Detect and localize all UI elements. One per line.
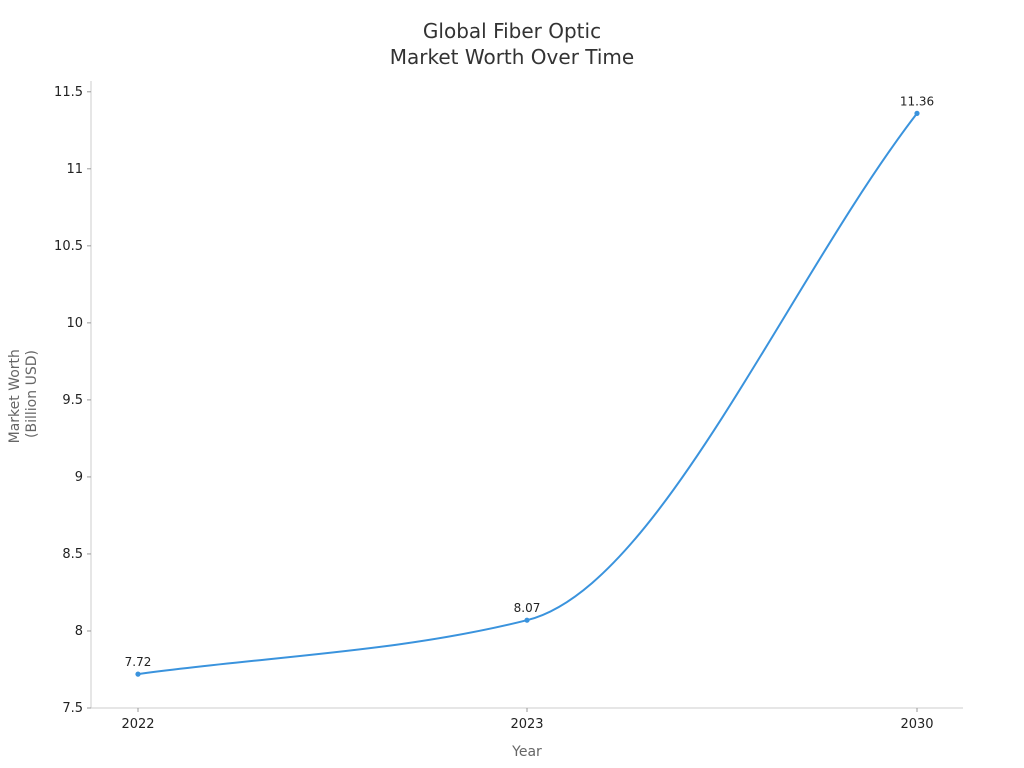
y-tick-label: 10.5 [54,239,83,254]
y-axis-title: Market Worth (Billion USD) [7,345,40,444]
data-label: 8.07 [514,601,541,615]
data-label: 11.36 [900,94,934,108]
data-point [135,671,141,677]
series-group [135,110,920,677]
x-tick-label: 2030 [900,717,933,732]
y-axis-title-line-2: (Billion USD) [24,350,40,438]
y-tick-label: 8.5 [62,547,83,562]
y-axis-ticks: 7.5 8 8.5 9 9.5 10 10.5 11 11.5 [54,85,91,716]
y-tick-label: 9 [75,470,83,485]
chart-title: Global Fiber Optic Market Worth Over Tim… [0,18,1024,70]
x-tick-label: 2023 [510,717,543,732]
chart-title-line-2: Market Worth Over Time [389,45,635,69]
x-axis-title: Year [511,744,542,760]
x-axis-ticks: 2022 2023 2030 [121,708,934,732]
y-axis-title-line-1: Market Worth [7,349,23,443]
x-tick-label: 2022 [121,717,154,732]
y-tick-label: 7.5 [62,701,83,716]
y-tick-label: 9.5 [62,393,83,408]
y-tick-label: 11 [66,162,83,177]
y-tick-label: 11.5 [54,85,83,100]
data-point [914,110,920,116]
data-label: 7.72 [125,655,152,669]
data-labels: 7.72 8.07 11.36 [125,94,935,669]
y-tick-label: 8 [75,624,83,639]
chart-title-line-1: Global Fiber Optic [422,19,602,43]
data-point [524,617,530,623]
series-line [137,112,918,676]
y-tick-label: 10 [66,316,83,331]
